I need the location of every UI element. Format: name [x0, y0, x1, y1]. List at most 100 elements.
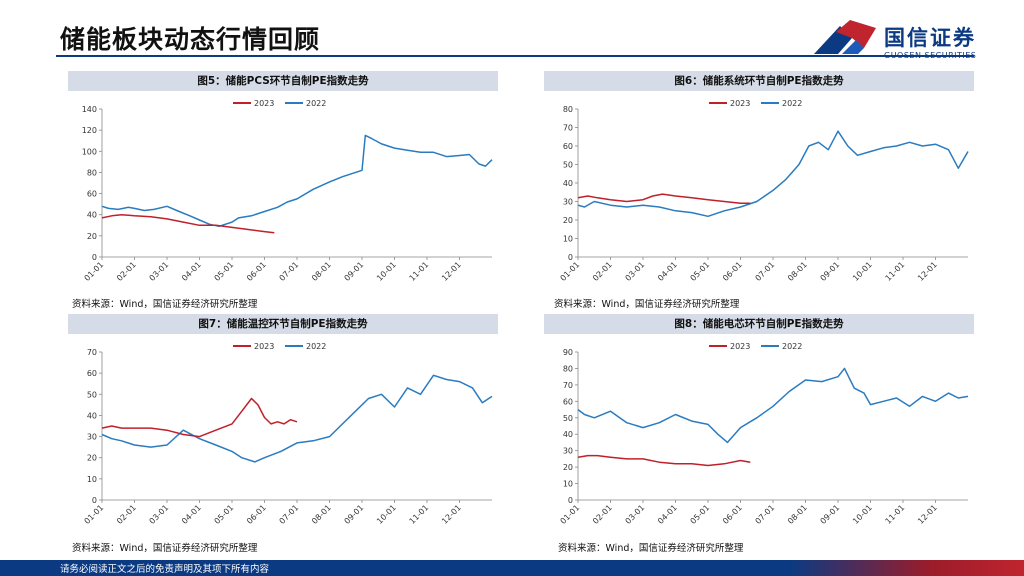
- x-tick-label: 06-01: [721, 503, 744, 526]
- source-note-fig8: 资料来源：Wind，国信证券经济研究所整理: [558, 543, 744, 554]
- logo-cn-text: 国信证券: [884, 26, 976, 50]
- y-tick-label: 10: [563, 480, 573, 489]
- chart-fig5: 0 20 40 60 80 100 120 140 01-01 02-01 03-01 04-01 05…: [82, 99, 493, 283]
- chart-fig6: 0 10 20 30 40 50 60 70 80 01-01 02-01 03-01 04-01 05-…: [559, 99, 969, 283]
- x-tick-label: 12-01: [440, 503, 463, 526]
- x-tick-label: 10-01: [375, 260, 398, 283]
- y-tick-label: 40: [563, 430, 573, 439]
- x-tick-label: 01-01: [83, 260, 106, 283]
- x-tick-label: 08-01: [786, 260, 809, 283]
- y-tick-label: 60: [563, 397, 573, 406]
- y-tick-label: 20: [87, 454, 97, 463]
- y-tick-label: 120: [82, 126, 97, 135]
- series-line-2023: [101, 397, 298, 438]
- source-note-fig6: 资料来源：Wind，国信证券经济研究所整理: [554, 299, 740, 310]
- y-tick-label: 0: [92, 253, 97, 262]
- y-tick-label: 30: [563, 447, 573, 456]
- page-title: 储能板块动态行情回顾: [60, 25, 321, 54]
- y-tick-label: 50: [87, 390, 97, 399]
- x-tick-label: 05-01: [213, 260, 236, 283]
- y-tick-label: 80: [563, 105, 573, 114]
- x-tick-label: 02-01: [115, 503, 138, 526]
- x-tick-label: 03-01: [148, 503, 171, 526]
- y-tick-label: 40: [563, 179, 573, 188]
- y-tick-label: 30: [563, 198, 573, 207]
- chart-panel-fig8: 图8：储能电芯环节自制PE指数走势 0 10 20 30 40 50 60 70 80 90 01-…: [544, 314, 974, 554]
- chart-title-fig6: 图6：储能系统环节自制PE指数走势: [544, 71, 974, 91]
- x-tick-label: 02-01: [591, 503, 614, 526]
- chart-fig8: 0 10 20 30 40 50 60 70 80 90 01-01 02-01 03-01 04-01 0…: [559, 342, 969, 526]
- x-tick-label: 10-01: [375, 503, 398, 526]
- chart-title-fig7: 图7：储能温控环节自制PE指数走势: [68, 314, 498, 334]
- legend-label-2022: 2022: [782, 342, 802, 351]
- footer-disclaimer: 请务必阅读正文之后的免责声明及其项下所有内容: [60, 564, 270, 575]
- legend-label-2022: 2022: [782, 99, 802, 108]
- x-tick-label: 11-01: [408, 503, 431, 526]
- x-tick-label: 09-01: [343, 503, 366, 526]
- series-line-2022: [577, 130, 969, 218]
- x-tick-label: 06-01: [245, 260, 268, 283]
- chart-title-fig5: 图5：储能PCS环节自制PE指数走势: [68, 71, 498, 91]
- x-tick-label: 03-01: [624, 503, 647, 526]
- y-tick-label: 80: [563, 364, 573, 373]
- x-tick-label: 07-01: [754, 503, 777, 526]
- logo-en-text: GUOSEN SECURITIES: [884, 51, 977, 60]
- x-tick-label: 02-01: [115, 260, 138, 283]
- x-tick-label: 11-01: [884, 503, 907, 526]
- y-tick-label: 60: [87, 190, 97, 199]
- y-tick-label: 90: [563, 348, 573, 357]
- y-tick-label: 50: [563, 161, 573, 170]
- legend-label-2023: 2023: [254, 99, 274, 108]
- x-tick-label: 05-01: [689, 260, 712, 283]
- y-tick-label: 80: [87, 168, 97, 177]
- x-tick-label: 04-01: [180, 503, 203, 526]
- x-tick-label: 12-01: [916, 503, 939, 526]
- x-tick-label: 07-01: [278, 260, 301, 283]
- x-tick-label: 06-01: [721, 260, 744, 283]
- guosen-logo-mark-icon: [814, 20, 876, 54]
- x-tick-label: 10-01: [851, 260, 874, 283]
- legend-label-2022: 2022: [306, 99, 326, 108]
- x-tick-label: 11-01: [408, 260, 431, 283]
- y-tick-label: 50: [563, 414, 573, 423]
- x-tick-label: 09-01: [819, 260, 842, 283]
- chart-title-fig8: 图8：储能电芯环节自制PE指数走势: [544, 314, 974, 334]
- series-line-2023: [577, 193, 751, 205]
- x-tick-label: 06-01: [245, 503, 268, 526]
- x-tick-label: 08-01: [310, 260, 333, 283]
- y-tick-label: 100: [82, 147, 97, 156]
- x-tick-label: 03-01: [624, 260, 647, 283]
- y-tick-label: 20: [87, 232, 97, 241]
- source-note-fig5: 资料来源：Wind，国信证券经济研究所整理: [72, 299, 258, 310]
- legend-label-2023: 2023: [730, 99, 750, 108]
- x-tick-label: 05-01: [213, 503, 236, 526]
- source-note-fig7: 资料来源：Wind，国信证券经济研究所整理: [72, 543, 258, 554]
- y-tick-label: 10: [87, 475, 97, 484]
- x-tick-label: 04-01: [180, 260, 203, 283]
- x-tick-label: 01-01: [559, 503, 582, 526]
- x-tick-label: 12-01: [440, 260, 463, 283]
- x-tick-label: 07-01: [754, 260, 777, 283]
- y-tick-label: 20: [563, 216, 573, 225]
- y-tick-label: 40: [87, 211, 97, 220]
- series-line-2022: [101, 134, 493, 228]
- chart-panel-fig5: 图5：储能PCS环节自制PE指数走势 0 20 40 60 80 100 120 140 01-…: [68, 71, 498, 311]
- x-tick-label: 08-01: [310, 503, 333, 526]
- title-rule: [56, 55, 974, 57]
- y-tick-label: 40: [87, 411, 97, 420]
- series-line-2023: [577, 454, 751, 467]
- footer-bar: 请务必阅读正文之后的免责声明及其项下所有内容: [0, 560, 1024, 576]
- y-tick-label: 30: [87, 433, 97, 442]
- x-tick-label: 01-01: [83, 503, 106, 526]
- y-tick-label: 0: [568, 496, 573, 505]
- footer-accent: [790, 560, 1024, 576]
- x-tick-label: 03-01: [148, 260, 171, 283]
- y-tick-label: 70: [87, 348, 97, 357]
- x-tick-label: 08-01: [786, 503, 809, 526]
- legend-label-2023: 2023: [730, 342, 750, 351]
- x-tick-label: 09-01: [819, 503, 842, 526]
- x-tick-label: 07-01: [278, 503, 301, 526]
- x-tick-label: 11-01: [884, 260, 907, 283]
- x-tick-label: 05-01: [689, 503, 712, 526]
- y-tick-label: 70: [563, 124, 573, 133]
